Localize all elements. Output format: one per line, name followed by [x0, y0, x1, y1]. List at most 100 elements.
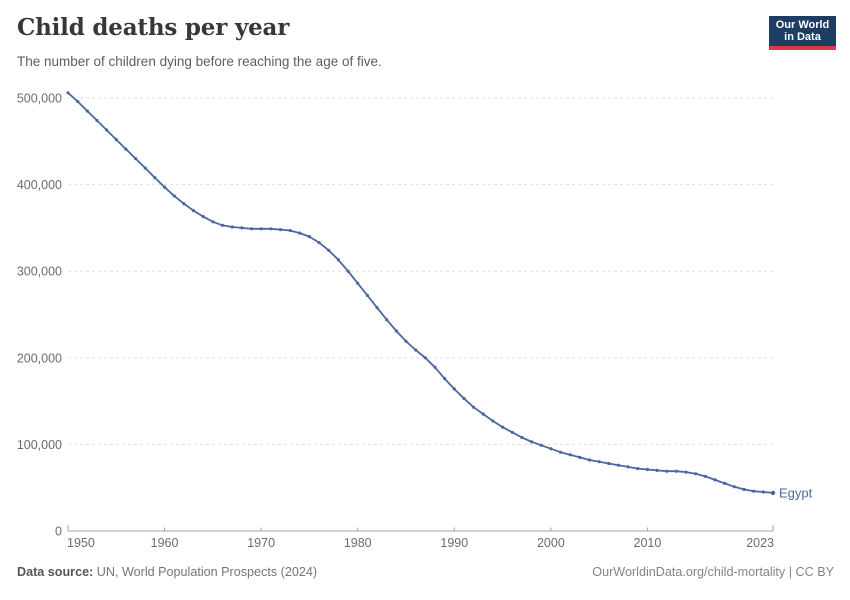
x-axis-tick-label: 1980	[344, 536, 372, 550]
data-point	[249, 227, 254, 231]
data-point	[143, 166, 147, 170]
y-axis-tick-label: 200,000	[17, 351, 62, 365]
data-point	[211, 220, 215, 224]
data-point	[124, 147, 128, 151]
x-axis-tick-label: 2023	[746, 536, 774, 550]
data-point	[694, 472, 698, 476]
data-point	[491, 419, 495, 423]
data-point	[530, 440, 534, 444]
y-axis-tick-label: 500,000	[17, 92, 62, 106]
data-point	[549, 447, 553, 451]
data-point	[220, 223, 225, 227]
data-point	[558, 450, 563, 454]
data-point	[375, 306, 379, 310]
data-point	[230, 225, 234, 229]
data-point	[269, 227, 273, 231]
data-point	[597, 460, 601, 464]
data-point	[520, 435, 524, 440]
data-point	[452, 387, 456, 391]
data-point	[307, 235, 311, 239]
data-point	[66, 91, 70, 95]
y-axis-tick-label: 100,000	[17, 438, 62, 452]
data-point	[645, 467, 650, 472]
owid-logo-line1: Our World	[775, 18, 830, 31]
data-point	[172, 194, 176, 198]
data-point	[163, 185, 167, 189]
x-axis-tick-label: 1960	[151, 536, 179, 550]
data-point	[346, 269, 350, 273]
data-point	[182, 202, 186, 206]
data-point	[684, 470, 688, 474]
rights-link[interactable]: OurWorldinData.org/child-mortality | CC …	[592, 565, 834, 579]
x-axis-tick-label: 1990	[440, 536, 468, 550]
data-point	[568, 453, 572, 457]
x-axis-tick-label: 1970	[247, 536, 275, 550]
page-title: Child deaths per year	[17, 14, 290, 41]
data-point	[587, 458, 592, 462]
data-point	[761, 490, 765, 494]
data-point	[259, 227, 263, 231]
data-point	[742, 487, 746, 491]
data-point	[385, 318, 389, 322]
data-point	[703, 474, 708, 478]
data-point	[114, 138, 118, 142]
data-source-label: Data source:	[17, 565, 94, 579]
data-point	[655, 468, 659, 472]
data-point	[443, 377, 447, 381]
data-point	[191, 209, 196, 213]
data-point	[356, 281, 360, 285]
data-point	[134, 157, 138, 161]
data-point	[674, 469, 679, 473]
data-point	[472, 405, 476, 409]
x-axis-tick-label: 2000	[537, 536, 565, 550]
series-line	[67, 91, 774, 494]
x-axis-tick-label: 1950	[67, 536, 95, 550]
data-point	[365, 293, 369, 297]
data-point	[105, 128, 109, 132]
data-point	[414, 348, 418, 352]
data-point	[298, 231, 302, 235]
data-point	[510, 430, 514, 434]
data-point	[201, 215, 205, 219]
data-point	[607, 461, 611, 466]
data-point	[713, 478, 717, 482]
data-point	[626, 465, 630, 469]
data-point	[501, 425, 505, 429]
data-point	[404, 339, 408, 343]
data-point	[76, 99, 80, 104]
data-point	[539, 443, 543, 447]
y-axis-tick-label: 300,000	[17, 265, 62, 279]
data-point	[723, 481, 727, 485]
data-point	[665, 469, 669, 473]
data-source-value: UN, World Population Prospects (2024)	[93, 565, 318, 579]
data-point	[423, 356, 427, 360]
data-point	[153, 176, 157, 180]
entity-label: Egypt	[779, 485, 813, 500]
data-point	[481, 412, 485, 416]
data-point	[636, 467, 640, 471]
data-point	[95, 118, 99, 123]
y-axis-tick-label: 0	[55, 525, 62, 539]
data-point	[616, 463, 621, 467]
data-point	[770, 490, 776, 496]
data-point	[278, 228, 283, 232]
chart-subtitle: The number of children dying before reac…	[17, 54, 382, 69]
data-point	[732, 485, 737, 489]
data-point	[578, 455, 582, 459]
owid-logo[interactable]: Our World in Data	[769, 16, 836, 50]
data-point	[462, 396, 466, 401]
data-source: Data source: UN, World Population Prospe…	[17, 565, 317, 579]
data-point	[752, 489, 756, 493]
data-point	[317, 241, 321, 245]
data-point	[336, 258, 340, 262]
data-point	[433, 365, 437, 369]
owid-logo-line2: in Data	[784, 31, 821, 43]
data-point	[85, 109, 89, 113]
chart-footer: Data source: UN, World Population Prospe…	[17, 565, 834, 579]
data-point	[327, 248, 331, 252]
data-point	[288, 228, 292, 233]
x-axis-tick-label: 2010	[634, 536, 662, 550]
data-point	[394, 329, 398, 333]
y-axis-tick-label: 400,000	[17, 178, 62, 192]
